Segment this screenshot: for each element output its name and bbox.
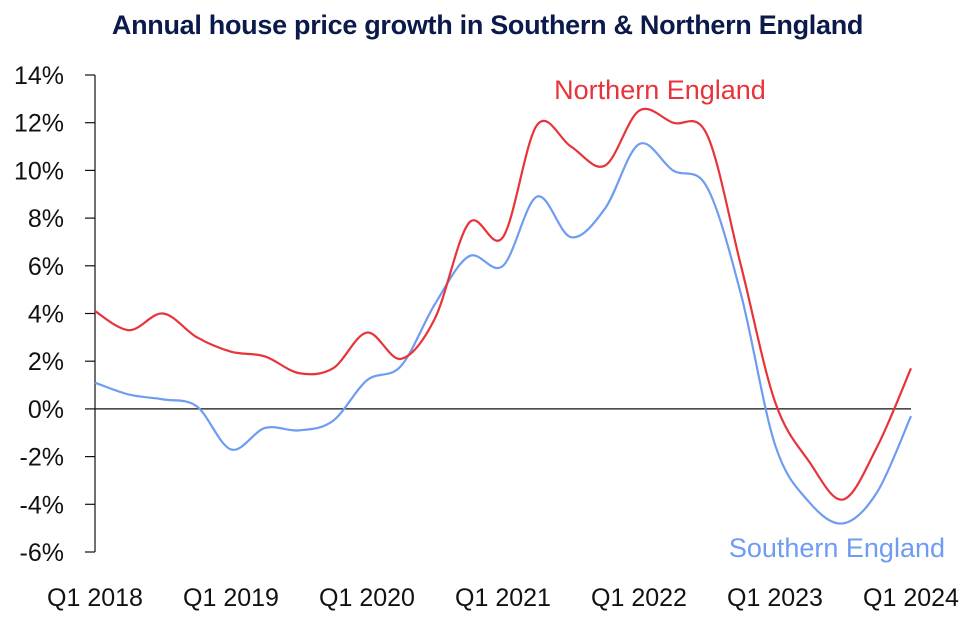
southern-england-line (94, 142, 913, 525)
y-tick-label: 6% (28, 253, 64, 281)
y-tick-label: 14% (14, 62, 64, 90)
x-tick-label: Q1 2023 (727, 584, 823, 612)
northern-england-label: Northern England (554, 75, 766, 105)
x-tick-label: Q1 2018 (47, 584, 143, 612)
y-tick-label: -2% (20, 444, 64, 472)
y-tick-label: 4% (28, 301, 64, 329)
x-axis: Q1 2018 Q1 2019 Q1 2020 Q1 2021 Q1 2022 Q1 20… (47, 408, 959, 612)
y-tick-label: 10% (14, 157, 64, 185)
y-tick-label: 12% (14, 110, 64, 138)
x-tick-label: Q1 2022 (591, 584, 687, 612)
x-tick-label: Q1 2021 (455, 584, 551, 612)
y-tick-label: -6% (20, 539, 64, 567)
x-tick-label: Q1 2024 (863, 584, 959, 612)
y-tick-label: -4% (20, 491, 64, 519)
y-tick-label: 2% (28, 348, 64, 376)
series-lines (94, 107, 913, 525)
chart-title: Annual house price growth in Southern & … (111, 10, 864, 40)
y-tick-label: 0% (28, 396, 64, 424)
x-tick-label: Q1 2020 (319, 584, 415, 612)
x-tick-label: Q1 2019 (183, 584, 279, 612)
y-tick-label: 8% (28, 205, 64, 233)
southern-england-label: Southern England (729, 533, 945, 563)
northern-england-line (94, 107, 913, 501)
y-axis: 14% 12% 10% 8% 6% 4% 2% 0% -2% -4% -6% (14, 62, 96, 567)
